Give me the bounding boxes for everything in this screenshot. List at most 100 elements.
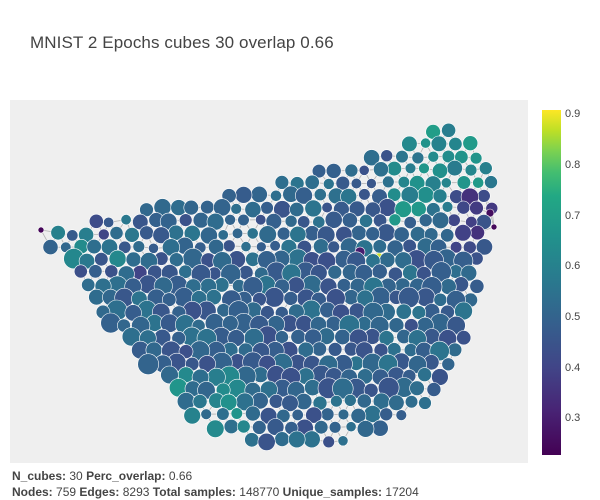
graph-node[interactable] (395, 409, 407, 421)
graph-node[interactable] (440, 228, 455, 243)
graph-node[interactable] (245, 405, 261, 422)
graph-node[interactable] (418, 162, 430, 175)
graph-node[interactable] (179, 213, 193, 227)
graph-node[interactable] (274, 431, 290, 447)
graph-node[interactable] (447, 342, 463, 358)
graph-node[interactable] (363, 382, 379, 398)
graph-node[interactable] (311, 341, 327, 357)
graph-node[interactable] (86, 239, 102, 255)
graph-node[interactable] (294, 186, 313, 205)
graph-node[interactable] (206, 419, 225, 438)
graph-node[interactable] (472, 176, 485, 189)
graph-node[interactable] (432, 188, 448, 204)
graph-node[interactable] (440, 177, 452, 189)
graph-node[interactable] (345, 421, 357, 433)
graph-node[interactable] (240, 241, 252, 252)
graph-node[interactable] (401, 135, 418, 153)
graph-node[interactable] (313, 188, 327, 201)
graph-node[interactable] (395, 149, 409, 164)
graph-node[interactable] (281, 394, 299, 412)
graph-node[interactable] (344, 163, 359, 178)
graph-node[interactable] (200, 408, 212, 420)
graph-node[interactable] (325, 163, 342, 179)
graph-node[interactable] (73, 264, 88, 279)
graph-node[interactable] (328, 421, 342, 434)
graph-node[interactable] (234, 186, 253, 204)
graph-node[interactable] (314, 420, 329, 435)
graph-node[interactable] (477, 189, 491, 203)
graph-node[interactable] (359, 214, 373, 228)
graph-node[interactable] (192, 394, 208, 409)
mapper-graph[interactable] (10, 100, 528, 463)
graph-node[interactable] (256, 241, 267, 253)
graph-node[interactable] (321, 201, 333, 214)
graph-node[interactable] (302, 430, 321, 449)
graph-node[interactable] (490, 223, 498, 231)
graph-node[interactable] (124, 227, 140, 243)
graph-node[interactable] (460, 264, 478, 282)
graph-node[interactable] (411, 305, 427, 320)
graph-node[interactable] (230, 407, 243, 420)
graph-node[interactable] (371, 419, 389, 437)
graph-node[interactable] (403, 216, 417, 230)
graph-node[interactable] (450, 241, 463, 254)
graph-node[interactable] (469, 225, 485, 241)
graph-node[interactable] (464, 163, 478, 177)
graph-node[interactable] (160, 365, 179, 385)
graph-node[interactable] (404, 395, 419, 409)
graph-node[interactable] (230, 203, 242, 215)
graph-node[interactable] (469, 278, 485, 294)
graph-node[interactable] (274, 175, 290, 190)
graph-node[interactable] (118, 240, 132, 254)
graph-node[interactable] (350, 177, 363, 190)
graph-node[interactable] (255, 214, 267, 226)
graph-node[interactable] (417, 367, 432, 382)
graph-node[interactable] (260, 305, 275, 320)
graph-node[interactable] (431, 211, 450, 230)
graph-node[interactable] (335, 175, 350, 191)
graph-node[interactable] (162, 292, 177, 307)
graph-node[interactable] (260, 201, 274, 215)
plot-area[interactable] (10, 100, 528, 463)
graph-node[interactable] (217, 229, 229, 241)
graph-node[interactable] (426, 382, 442, 397)
graph-node[interactable] (264, 287, 285, 308)
graph-node[interactable] (372, 239, 387, 254)
graph-node[interactable] (337, 408, 350, 421)
graph-node[interactable] (304, 174, 320, 190)
graph-node[interactable] (244, 432, 260, 448)
graph-node[interactable] (430, 135, 448, 152)
graph-node[interactable] (377, 223, 396, 242)
graph-node[interactable] (358, 164, 370, 176)
graph-node[interactable] (139, 225, 154, 241)
graph-node[interactable] (304, 199, 323, 218)
graph-node[interactable] (246, 227, 259, 240)
graph-node[interactable] (311, 163, 327, 179)
graph-node[interactable] (484, 175, 498, 189)
graph-node[interactable] (42, 239, 59, 255)
graph-node[interactable] (305, 406, 323, 424)
graph-node[interactable] (274, 330, 289, 345)
graph-node[interactable] (290, 329, 306, 345)
graph-node[interactable] (363, 149, 381, 167)
graph-node[interactable] (379, 407, 394, 422)
graph-node[interactable] (356, 420, 375, 438)
graph-node[interactable] (148, 242, 159, 254)
graph-node[interactable] (337, 435, 349, 447)
graph-node[interactable] (289, 225, 307, 243)
graph-node[interactable] (288, 430, 306, 449)
graph-node[interactable] (327, 265, 342, 280)
graph-node[interactable] (478, 161, 493, 175)
graph-node[interactable] (388, 213, 402, 227)
graph-node[interactable] (125, 251, 142, 268)
graph-node[interactable] (343, 289, 360, 306)
graph-node[interactable] (327, 240, 340, 254)
graph-node[interactable] (404, 162, 417, 175)
graph-node[interactable] (220, 393, 238, 412)
graph-node[interactable] (350, 224, 367, 241)
graph-node[interactable] (427, 150, 440, 163)
graph-node[interactable] (322, 178, 335, 190)
graph-node[interactable] (88, 213, 104, 229)
graph-node[interactable] (411, 151, 425, 165)
graph-node[interactable] (358, 188, 371, 201)
